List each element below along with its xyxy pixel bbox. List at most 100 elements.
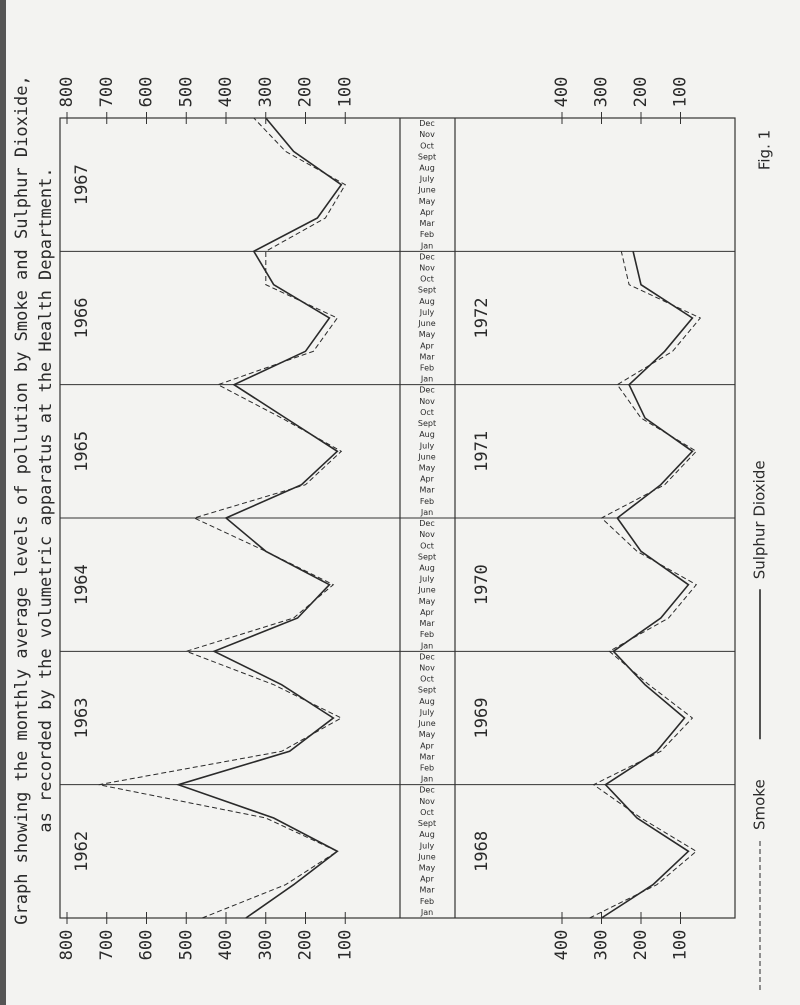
year-label: 1968 (472, 831, 492, 872)
month-label: Apr (420, 608, 435, 617)
month-label: July (419, 441, 435, 450)
y-tick-label: 100 (335, 930, 355, 961)
month-label: July (419, 708, 435, 717)
y-tick-label: 200 (631, 77, 651, 108)
y-tick-label: 800 (57, 77, 77, 108)
y-tick-label: 400 (552, 77, 572, 108)
year-label: 1969 (472, 698, 492, 739)
chart-subtitle: as recorded by the volumetric apparatus … (36, 167, 56, 832)
month-label: Feb (420, 230, 434, 239)
y-tick-label: 600 (137, 77, 157, 108)
month-label: May (419, 597, 436, 606)
y-tick-label: 400 (216, 930, 236, 961)
y-tick-label: 300 (256, 77, 276, 108)
legend-label: Sulphur Dioxide (751, 460, 769, 579)
month-label: Jan (420, 775, 433, 784)
month-label: July (419, 575, 435, 584)
month-label: Feb (420, 364, 434, 373)
month-label: Feb (420, 764, 434, 773)
month-label: June (417, 852, 436, 861)
year-label: 1972 (472, 298, 492, 339)
scan-edge (0, 0, 6, 1005)
month-label: Sept (418, 819, 436, 828)
month-label: May (419, 864, 436, 873)
y-tick-label: 100 (671, 930, 691, 961)
month-label: Nov (419, 530, 435, 539)
y-tick-label: 200 (296, 77, 316, 108)
year-label: 1966 (72, 298, 92, 339)
month-label: Mar (419, 219, 435, 228)
month-label: July (419, 841, 435, 850)
month-label: Nov (419, 797, 435, 806)
year-label: 1967 (72, 164, 92, 205)
month-label: Mar (419, 486, 435, 495)
month-label: Nov (419, 664, 435, 673)
year-label: 1971 (472, 431, 492, 472)
month-label: Apr (420, 875, 435, 884)
month-label: Aug (419, 430, 435, 439)
month-label: May (419, 197, 436, 206)
month-label: June (417, 186, 436, 195)
month-label: Oct (420, 275, 434, 284)
month-label: Oct (420, 408, 434, 417)
month-label: May (419, 464, 436, 473)
month-label: Dec (419, 252, 434, 261)
y-tick-label: 400 (552, 930, 572, 961)
month-label: Jan (420, 375, 433, 384)
month-label: July (419, 175, 435, 184)
y-tick-label: 500 (176, 930, 196, 961)
series-line (175, 117, 343, 919)
y-tick-label: 200 (631, 930, 651, 961)
y-tick-label: 500 (176, 77, 196, 108)
month-label: Feb (420, 897, 434, 906)
y-tick-label: 700 (97, 930, 117, 961)
month-label: Nov (419, 397, 435, 406)
month-label: Mar (419, 352, 435, 361)
month-label: July (419, 308, 435, 317)
month-label: Apr (420, 341, 435, 350)
month-label: Aug (419, 164, 435, 173)
y-tick-label: 300 (256, 930, 276, 961)
month-label: Dec (419, 652, 434, 661)
month-label: Nov (419, 130, 435, 139)
month-label: June (417, 452, 436, 461)
month-label: Dec (419, 786, 434, 795)
month-label: Aug (419, 564, 435, 573)
month-label: Feb (420, 497, 434, 506)
chart-title: Graph showing the monthly average levels… (12, 75, 32, 925)
month-label: Jan (420, 641, 433, 650)
month-label: Oct (420, 541, 434, 550)
month-label: Sept (418, 686, 436, 695)
month-label: Jan (420, 508, 433, 517)
month-label: May (419, 730, 436, 739)
year-label: 1962 (72, 831, 92, 872)
month-label: Apr (420, 475, 435, 484)
y-tick-label: 700 (97, 77, 117, 108)
month-label: Nov (419, 264, 435, 273)
month-label: Dec (419, 119, 434, 128)
year-label: 1970 (472, 564, 492, 605)
legend-label: Smoke (751, 779, 769, 830)
series-line (589, 251, 702, 919)
month-label: Apr (420, 208, 435, 217)
month-label: June (417, 586, 436, 595)
month-label: Mar (419, 752, 435, 761)
month-label: Aug (419, 697, 435, 706)
year-label: 1964 (72, 564, 92, 605)
series-line (601, 251, 694, 919)
month-label: Dec (419, 519, 434, 528)
month-label: Feb (420, 630, 434, 639)
month-label: Sept (418, 286, 436, 295)
figure-label: Fig. 1 (756, 130, 774, 170)
month-label: Jan (420, 241, 433, 250)
y-tick-label: 600 (137, 930, 157, 961)
month-label: Jan (420, 908, 433, 917)
month-label: Sept (418, 552, 436, 561)
month-label: Mar (419, 886, 435, 895)
year-label: 1965 (72, 431, 92, 472)
y-tick-label: 100 (335, 77, 355, 108)
month-label: Aug (419, 830, 435, 839)
month-label: June (417, 319, 436, 328)
y-tick-label: 300 (592, 930, 612, 961)
